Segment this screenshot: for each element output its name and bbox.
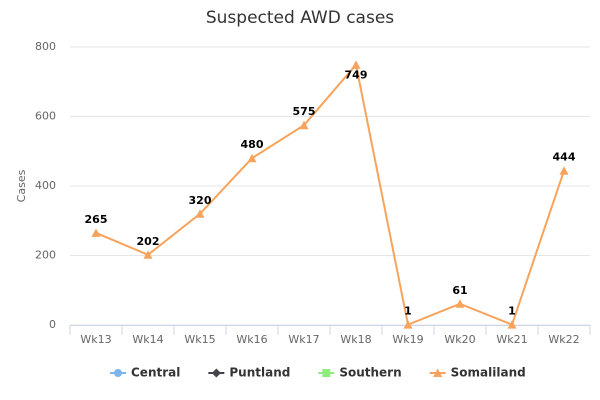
data-label: 1 bbox=[404, 305, 412, 318]
marker bbox=[114, 369, 122, 377]
x-tick-label: Wk19 bbox=[392, 333, 423, 346]
x-tick-label: Wk20 bbox=[444, 333, 475, 346]
marker bbox=[211, 368, 221, 378]
marker bbox=[299, 120, 309, 130]
x-tick-label: Wk15 bbox=[184, 333, 215, 346]
legend-label: Puntland bbox=[229, 366, 290, 380]
legend-label: Somaliland bbox=[451, 366, 526, 380]
data-label: 444 bbox=[553, 151, 576, 164]
x-tick-label: Wk13 bbox=[80, 333, 111, 346]
y-axis-label: Cases bbox=[15, 169, 28, 202]
x-tick-label: Wk18 bbox=[340, 333, 371, 346]
marker bbox=[143, 250, 153, 259]
marker bbox=[247, 153, 257, 163]
marker bbox=[322, 369, 331, 377]
marker bbox=[507, 320, 517, 329]
x-tick-label: Wk14 bbox=[132, 333, 163, 346]
legend-label: Central bbox=[131, 366, 180, 380]
marker bbox=[91, 228, 101, 237]
x-tick-label: Wk21 bbox=[496, 333, 527, 346]
y-tick-label: 800 bbox=[35, 40, 56, 53]
marker bbox=[403, 320, 413, 329]
series-line bbox=[95, 62, 565, 327]
data-label: 749 bbox=[345, 69, 368, 82]
y-tick-label: 200 bbox=[35, 249, 56, 262]
data-label: 320 bbox=[189, 194, 212, 207]
data-label: 202 bbox=[137, 235, 160, 248]
x-tick-label: Wk17 bbox=[288, 333, 319, 346]
data-label: 1 bbox=[508, 305, 516, 318]
data-label: 575 bbox=[293, 105, 316, 118]
data-label: 265 bbox=[85, 213, 108, 226]
y-tick-label: 400 bbox=[35, 179, 56, 192]
marker bbox=[455, 299, 465, 308]
y-tick-label: 0 bbox=[49, 318, 56, 331]
marker bbox=[351, 60, 361, 69]
data-label: 61 bbox=[452, 284, 467, 297]
y-tick-label: 600 bbox=[35, 110, 56, 123]
marker bbox=[559, 166, 569, 175]
legend-label: Southern bbox=[339, 366, 401, 380]
x-tick-label: Wk22 bbox=[548, 333, 579, 346]
data-label: 480 bbox=[241, 138, 264, 151]
marker bbox=[195, 209, 205, 218]
x-tick-label: Wk16 bbox=[236, 333, 267, 346]
marker bbox=[433, 368, 443, 377]
chart-title: Suspected AWD cases bbox=[206, 8, 394, 28]
